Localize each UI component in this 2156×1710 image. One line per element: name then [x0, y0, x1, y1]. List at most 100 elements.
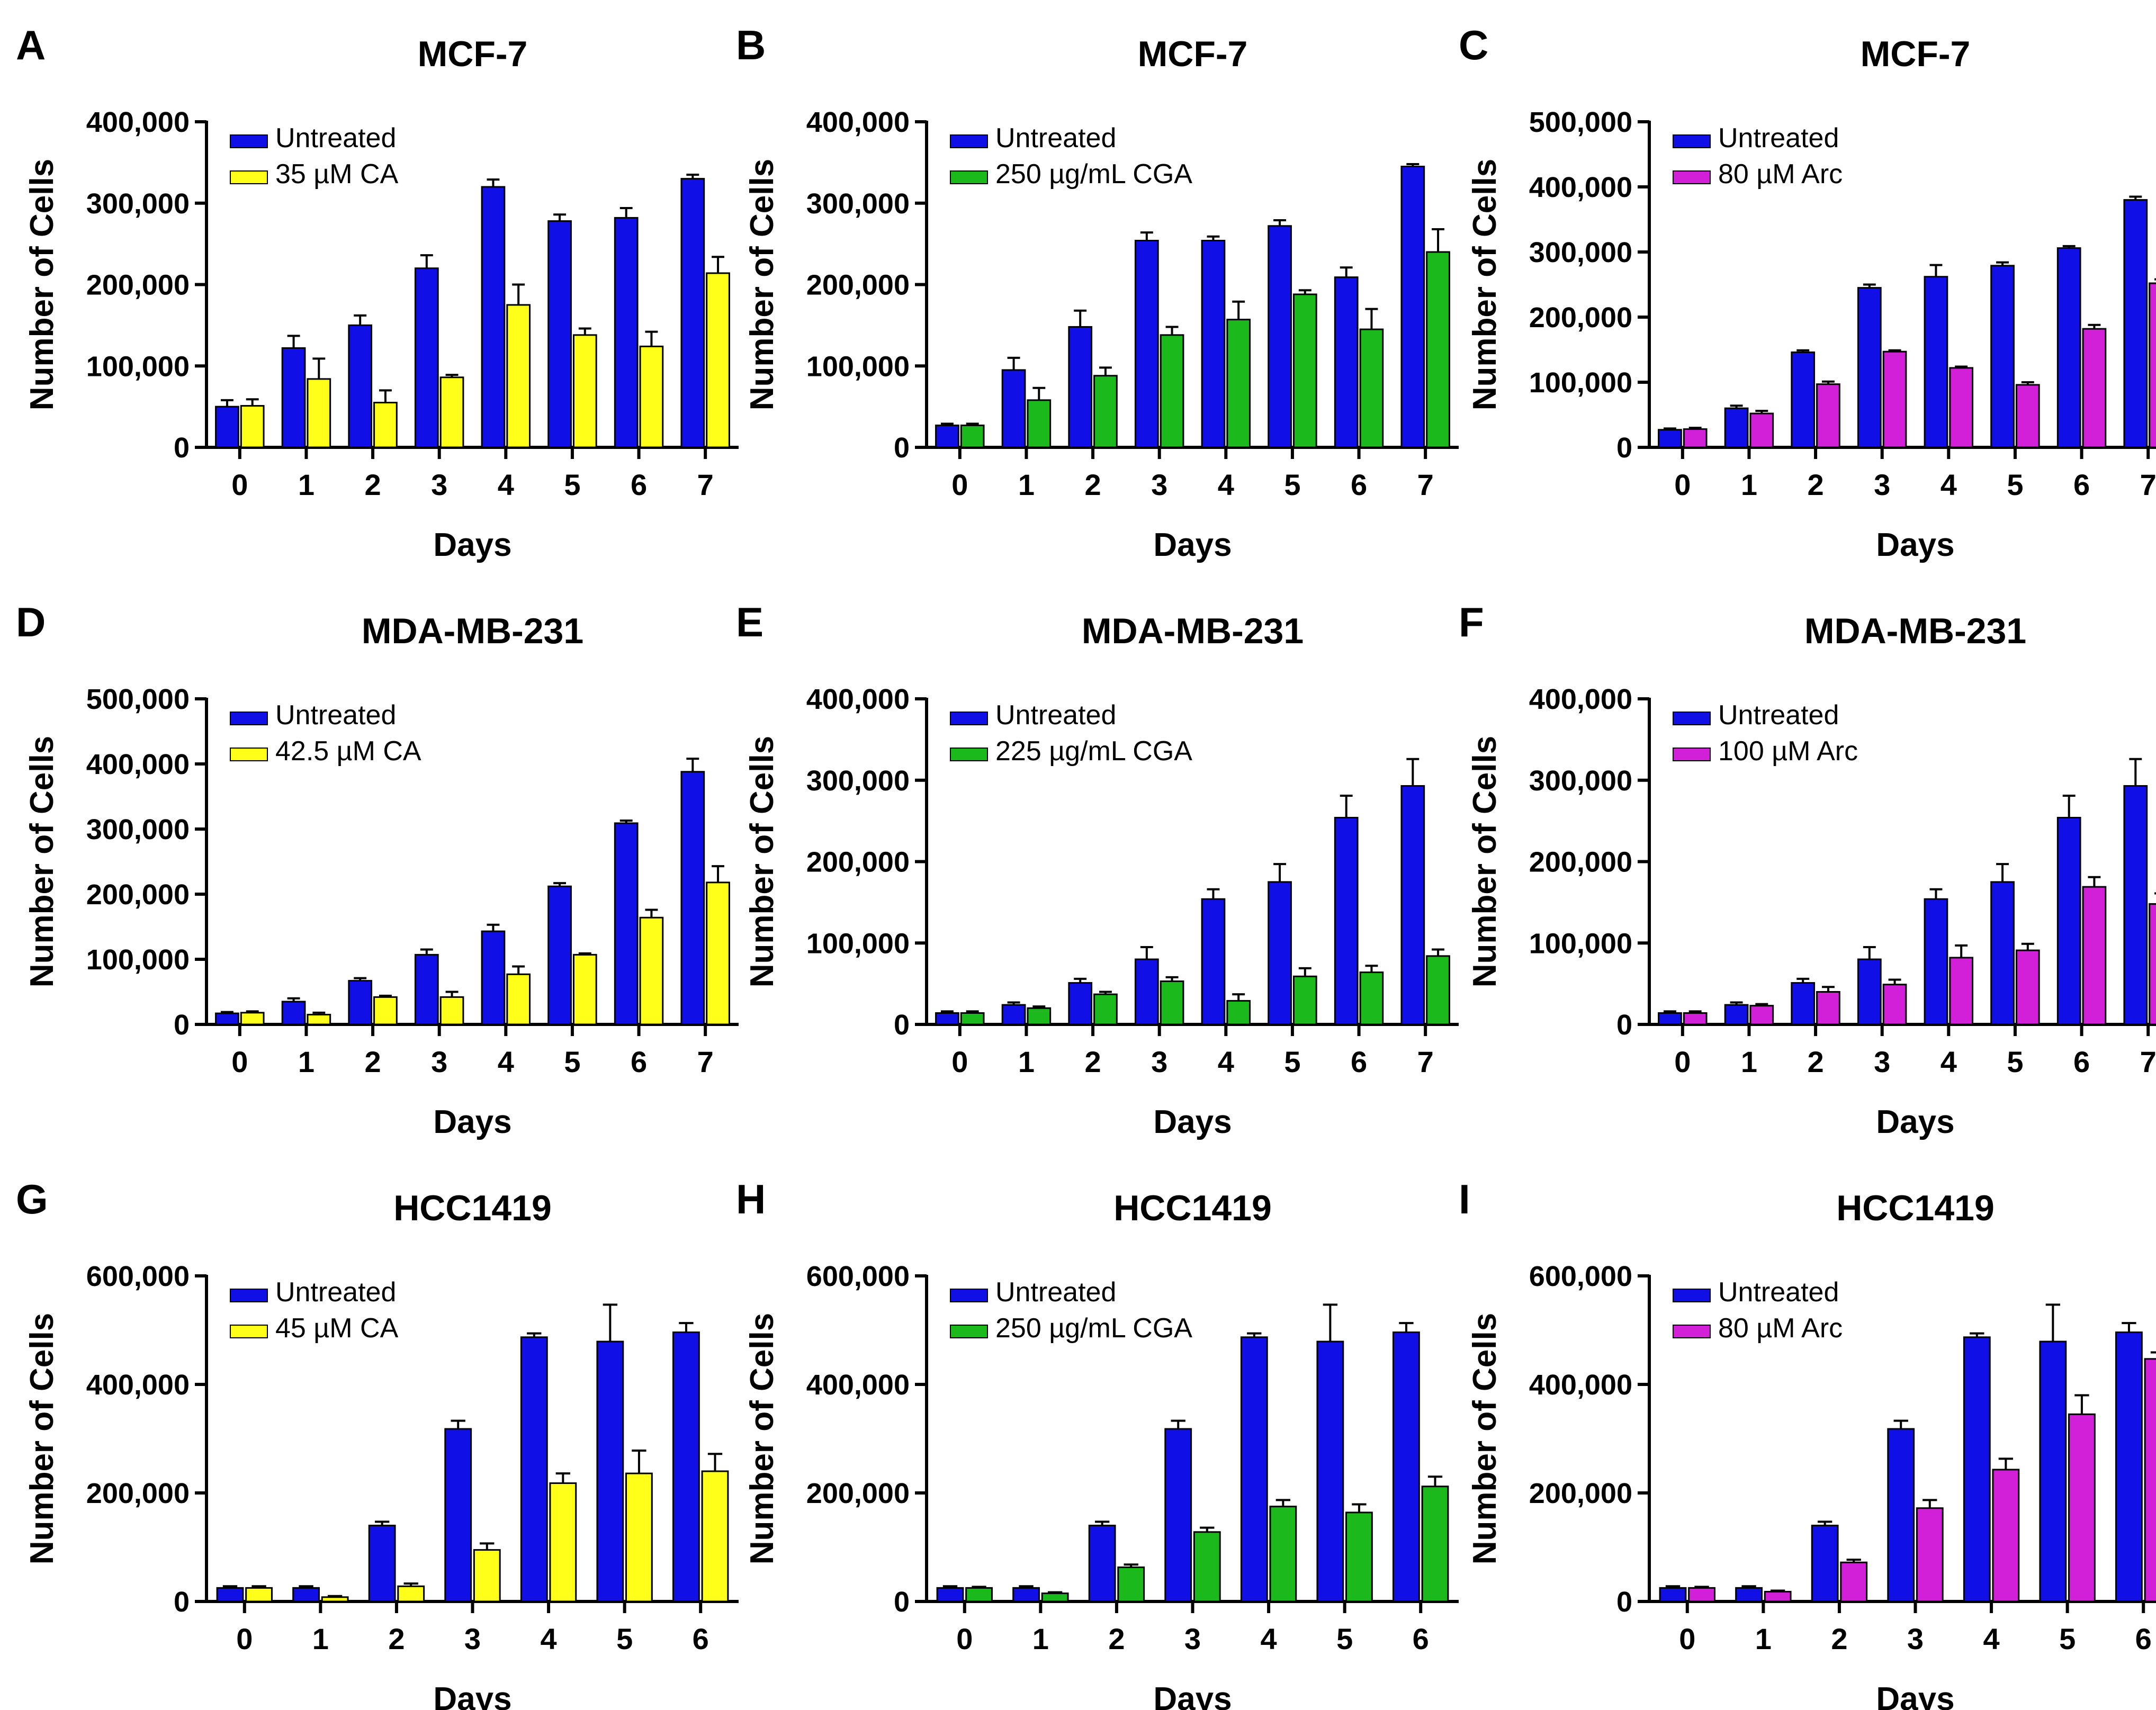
y-tick-label: 600,000: [806, 1261, 910, 1292]
y-tick-label: 400,000: [1529, 1369, 1632, 1401]
y-tick-label: 0: [894, 1009, 910, 1041]
bar-treated: [639, 345, 664, 448]
bar-untreated: [292, 1587, 320, 1603]
bar-untreated: [281, 1001, 306, 1025]
bar-untreated: [481, 930, 506, 1025]
y-axis-label: Number of Cells: [24, 1313, 60, 1564]
x-tick-label: 5: [1284, 468, 1300, 501]
bar-untreated: [1068, 982, 1093, 1025]
y-tick-label: 0: [1616, 1586, 1632, 1618]
bar-untreated: [596, 1340, 624, 1603]
panel-letter: D: [16, 599, 46, 645]
x-tick-label: 6: [631, 468, 647, 501]
bar-treated: [1749, 1005, 1774, 1025]
x-tick-label: 0: [951, 468, 968, 501]
chart-panel-i: I HCC1419 Number of Cells Days 0 200,000 400,0…: [1459, 1176, 2156, 1710]
x-tick-label: 6: [1351, 468, 1367, 501]
legend-swatch: [950, 1289, 988, 1302]
y-tick-label: 200,000: [806, 1478, 910, 1509]
bar-treated: [240, 405, 265, 448]
panel-letter: B: [736, 22, 766, 68]
legend-swatch: [950, 170, 988, 184]
x-tick-label: 3: [1151, 468, 1167, 501]
bar-untreated: [1134, 958, 1159, 1025]
x-tick-label: 3: [431, 1045, 447, 1078]
x-tick-label: 5: [1284, 1045, 1300, 1078]
bar-untreated: [547, 220, 572, 448]
x-tick-label: 0: [1679, 1622, 1695, 1655]
bar-untreated: [614, 822, 639, 1025]
panel-letter: E: [736, 599, 763, 645]
bar-untreated: [1400, 166, 1425, 448]
x-tick-label: 2: [388, 1622, 405, 1655]
x-tick-label: 5: [1336, 1622, 1353, 1655]
x-tick-label: 0: [236, 1622, 253, 1655]
chart-panel-g: G HCC1419 Number of Cells Days 0 200,000 400,0…: [16, 1176, 739, 1710]
bar-untreated: [1963, 1336, 1991, 1603]
chart-title: HCC1419: [1836, 1188, 1995, 1228]
bar-treated: [245, 1587, 273, 1603]
chart-title: MCF-7: [1861, 34, 1971, 74]
bar-treated: [2144, 1358, 2156, 1603]
y-tick-label: 400,000: [806, 106, 910, 138]
x-tick-label: 7: [2140, 1045, 2156, 1078]
y-tick-label: 300,000: [86, 188, 190, 220]
bar-treated: [1882, 350, 1907, 448]
bar-untreated: [1001, 369, 1026, 448]
x-axis-label: Days: [1153, 527, 1232, 563]
bar-treated: [2015, 384, 2040, 448]
x-tick-label: 2: [1807, 468, 1823, 501]
bar-treated: [506, 304, 531, 448]
x-tick-label: 6: [693, 1622, 709, 1655]
bar-treated: [1749, 412, 1774, 448]
y-tick-label: 600,000: [1529, 1261, 1632, 1292]
legend-label: Untreated: [275, 1277, 396, 1308]
x-tick-label: 4: [498, 468, 514, 501]
bar-untreated: [1316, 1340, 1344, 1603]
legend-label: 35 µM CA: [275, 159, 399, 190]
x-tick-label: 4: [1260, 1622, 1277, 1655]
bar-untreated: [1268, 225, 1292, 448]
x-tick-label: 3: [1907, 1622, 1924, 1655]
x-tick-label: 4: [1218, 468, 1234, 501]
legend-swatch: [1673, 1289, 1711, 1302]
legend-label: Untreated: [1718, 1277, 1839, 1308]
y-axis-label: Number of Cells: [24, 736, 60, 987]
legend-label: Untreated: [995, 700, 1116, 731]
y-tick-label: 500,000: [1529, 106, 1632, 138]
x-tick-label: 6: [2073, 468, 2090, 501]
x-tick-label: 3: [1874, 468, 1890, 501]
x-tick-label: 0: [1674, 1045, 1691, 1078]
bar-untreated: [1659, 1587, 1687, 1603]
x-tick-label: 7: [697, 1045, 714, 1078]
legend-swatch: [1673, 712, 1711, 725]
y-tick-label: 200,000: [1529, 302, 1632, 334]
x-tick-label: 0: [951, 1045, 968, 1078]
bar-untreated: [2123, 199, 2148, 448]
x-tick-label: 0: [1674, 468, 1691, 501]
x-tick-label: 1: [1755, 1622, 1772, 1655]
y-tick-label: 0: [174, 1586, 190, 1618]
x-tick-label: 7: [1417, 468, 1434, 501]
legend-swatch: [1673, 1325, 1711, 1338]
x-tick-label: 1: [312, 1622, 329, 1655]
bar-untreated: [680, 178, 705, 448]
legend-label: 80 µM Arc: [1718, 1313, 1843, 1344]
legend-label: 250 µg/mL CGA: [995, 159, 1192, 190]
bar-untreated: [1012, 1587, 1040, 1603]
x-tick-label: 7: [2140, 468, 2156, 501]
legend-swatch: [950, 134, 988, 148]
bar-treated: [965, 1587, 993, 1603]
chart-title: HCC1419: [393, 1188, 552, 1228]
x-tick-label: 4: [1941, 1045, 1957, 1078]
panel-letter: C: [1459, 22, 1488, 68]
bar-treated: [439, 996, 464, 1025]
bar-treated: [1027, 399, 1052, 448]
x-tick-label: 0: [956, 1622, 973, 1655]
x-tick-label: 5: [564, 468, 580, 501]
x-tick-label: 7: [1417, 1045, 1434, 1078]
bar-untreated: [281, 347, 306, 448]
chart-title: MDA-MB-231: [362, 611, 583, 651]
